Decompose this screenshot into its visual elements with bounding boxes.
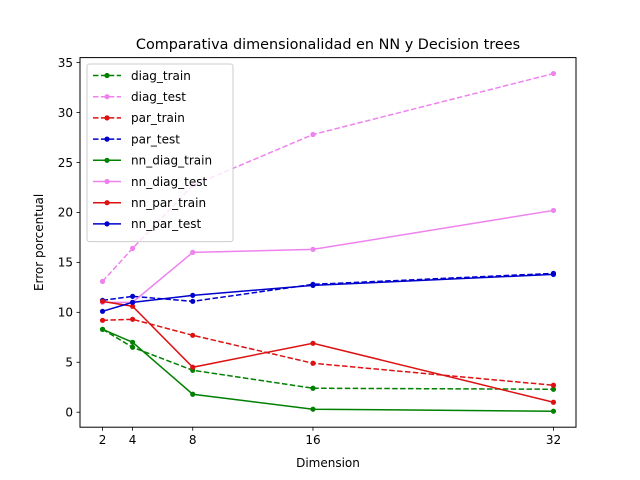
series-line-nn_par_train (102, 300, 554, 403)
x-axis-label: Dimension (296, 456, 360, 470)
data-point-diag_train (550, 386, 557, 392)
y-tick-label: 35 (58, 56, 73, 70)
data-point-nn_diag_test (310, 246, 316, 252)
legend-label-nn_par_test: nn_par_test (131, 217, 201, 231)
data-point-nn_par_test (550, 271, 557, 277)
data-point-nn_diag_train (310, 406, 316, 412)
legend-marker-par_train (104, 115, 110, 121)
legend-marker-diag_test (104, 94, 110, 100)
y-axis-label: Error porcentual (32, 194, 46, 291)
x-axis-ticks: 2 4 8 16 32 (99, 427, 561, 447)
data-point-par_train (99, 317, 106, 323)
data-point-nn_par_test (310, 282, 316, 288)
legend: diag_train diag_test par_train par_test nn_d… (86, 63, 234, 243)
series-line-diag_train (102, 328, 554, 390)
x-tick-label: 4 (129, 433, 137, 447)
y-axis-ticks: 0 5 10 15 20 25 30 35 (58, 56, 80, 420)
legend-marker-par_test (104, 136, 110, 142)
x-tick-label: 2 (99, 433, 107, 447)
data-point-nn_par_test (130, 299, 136, 305)
data-point-nn_diag_test (550, 207, 557, 214)
plot-frame (79, 57, 577, 428)
data-point-nn_par_train (99, 298, 106, 304)
legend-box (86, 63, 234, 243)
legend-marker-nn_diag_test (104, 178, 110, 185)
data-point-par_test (130, 293, 136, 299)
data-point-diag_test (99, 278, 106, 284)
y-tick-label: 10 (58, 306, 73, 320)
data-point-nn_par_test (99, 308, 106, 314)
data-point-diag_test (550, 70, 557, 77)
y-tick-label: 20 (58, 206, 73, 220)
data-point-diag_train (310, 385, 316, 391)
y-tick-label: 15 (58, 256, 73, 270)
data-point-par_train (130, 316, 136, 322)
legend-label-nn_diag_test: nn_diag_test (131, 175, 207, 189)
data-point-nn_par_test (190, 292, 196, 298)
legend-label-diag_test: diag_test (131, 90, 186, 104)
series-line-nn_par_test (102, 273, 554, 313)
legend-label-nn_par_train: nn_par_train (131, 196, 206, 210)
data-point-par_train (310, 360, 316, 366)
legend-marker-nn_par_test (104, 221, 110, 227)
axes-layer (79, 57, 577, 428)
data-point-nn_par_train (550, 399, 557, 405)
data-point-nn_par_train (130, 303, 136, 309)
x-tick-label: 16 (305, 433, 320, 447)
data-point-nn_diag_train (99, 326, 106, 332)
y-tick-label: 30 (58, 106, 73, 120)
x-tick-label: 8 (189, 433, 197, 447)
data-point-nn_diag_train (130, 339, 136, 345)
y-tick-label: 0 (65, 406, 73, 420)
x-tick-label: 32 (546, 433, 561, 447)
y-tick-label: 5 (65, 356, 73, 370)
legend-label-par_train: par_train (131, 111, 185, 125)
legend-label-nn_diag_train: nn_diag_train (131, 154, 212, 168)
data-point-par_train (190, 332, 196, 338)
data-point-diag_train (130, 344, 136, 350)
legend-label-par_test: par_test (131, 132, 180, 146)
series-layer (99, 70, 557, 414)
data-point-par_test (190, 298, 196, 304)
data-point-par_train (550, 382, 557, 388)
chart-title: Comparativa dimensionalidad en NN y Deci… (136, 37, 520, 53)
data-point-nn_diag_train (550, 408, 557, 414)
legend-label-diag_train: diag_train (131, 69, 191, 83)
data-point-nn_par_train (310, 340, 316, 346)
data-point-nn_diag_test (190, 249, 196, 255)
data-point-diag_test (310, 131, 316, 138)
legend-marker-diag_train (104, 72, 110, 79)
y-tick-label: 25 (58, 156, 73, 170)
legend-marker-nn_par_train (104, 200, 110, 206)
series-line-nn_diag_train (102, 328, 554, 412)
legend-marker-nn_diag_train (104, 157, 110, 163)
data-point-nn_par_train (190, 364, 196, 370)
data-point-nn_diag_train (190, 391, 196, 397)
data-point-diag_test (130, 245, 136, 251)
